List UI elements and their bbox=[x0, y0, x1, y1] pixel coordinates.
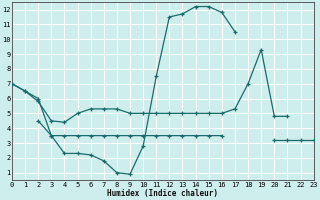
X-axis label: Humidex (Indice chaleur): Humidex (Indice chaleur) bbox=[107, 189, 218, 198]
